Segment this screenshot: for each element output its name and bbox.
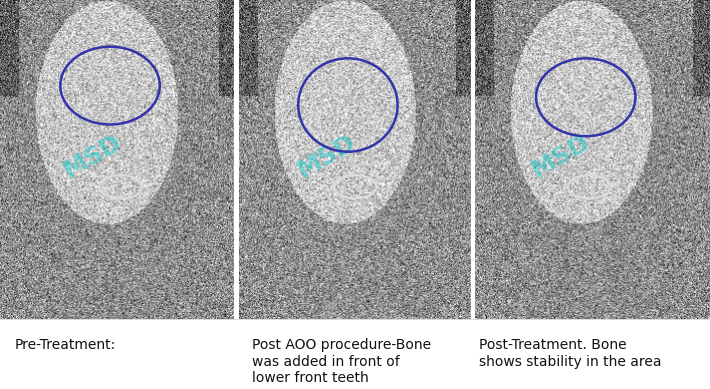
Text: MSD: MSD bbox=[528, 130, 594, 182]
Text: Post-Treatment. Bone
shows stability in the area: Post-Treatment. Bone shows stability in … bbox=[479, 338, 662, 369]
Text: Pre-Treatment:: Pre-Treatment: bbox=[14, 338, 116, 352]
Text: Post AOO procedure-Bone
was added in front of
lower front teeth: Post AOO procedure-Bone was added in fro… bbox=[252, 338, 431, 385]
FancyBboxPatch shape bbox=[239, 0, 473, 319]
Text: MSD: MSD bbox=[59, 130, 126, 182]
FancyBboxPatch shape bbox=[0, 0, 236, 319]
Text: MSD: MSD bbox=[293, 130, 360, 182]
FancyBboxPatch shape bbox=[475, 0, 710, 319]
